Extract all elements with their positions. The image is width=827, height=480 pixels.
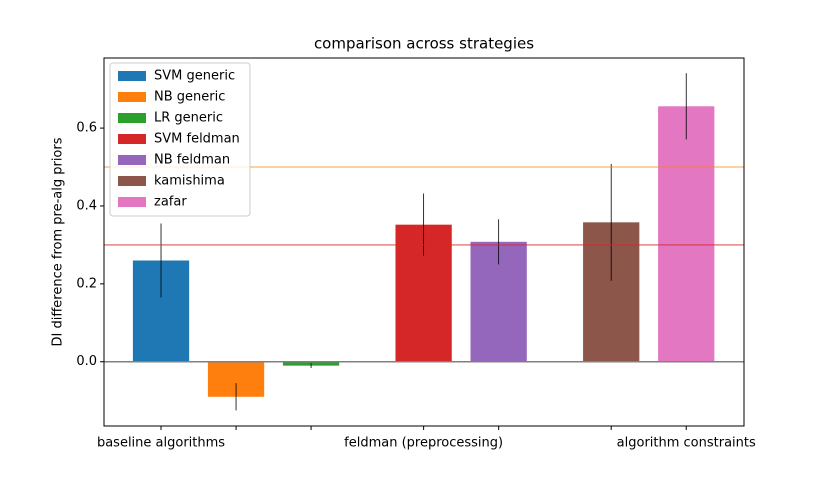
legend-label: kamishima <box>154 174 225 189</box>
legend-swatch <box>118 71 146 81</box>
legend-label: LR generic <box>154 111 223 126</box>
legend: SVM generic NB generic LR generic SVM feldm… <box>109 62 251 217</box>
legend-label: zafar <box>154 195 187 210</box>
legend-swatch <box>118 155 146 165</box>
legend-label: NB feldman <box>154 153 230 168</box>
legend-swatch <box>118 113 146 123</box>
y-axis-label: DI difference from pre-alg priors <box>51 137 66 346</box>
x-tick-label: algorithm constraints <box>617 436 756 451</box>
y-tick-label: 0.2 <box>76 276 97 291</box>
y-tick-label: 0.4 <box>76 198 97 213</box>
bar <box>658 106 715 362</box>
legend-swatch <box>118 176 146 186</box>
legend-label: SVM generic <box>154 69 235 84</box>
legend-swatch <box>118 92 146 102</box>
y-tick-label: 0.6 <box>76 121 97 136</box>
x-tick-label: feldman (preprocessing) <box>344 436 503 451</box>
legend-label: SVM feldman <box>154 132 240 147</box>
x-tick-label: baseline algorithms <box>97 436 225 451</box>
y-tick-label: 0.0 <box>76 354 97 369</box>
legend-label: NB generic <box>154 90 225 105</box>
legend-swatch <box>118 197 146 207</box>
chart-title: comparison across strategies <box>314 35 534 53</box>
legend-swatch <box>118 134 146 144</box>
